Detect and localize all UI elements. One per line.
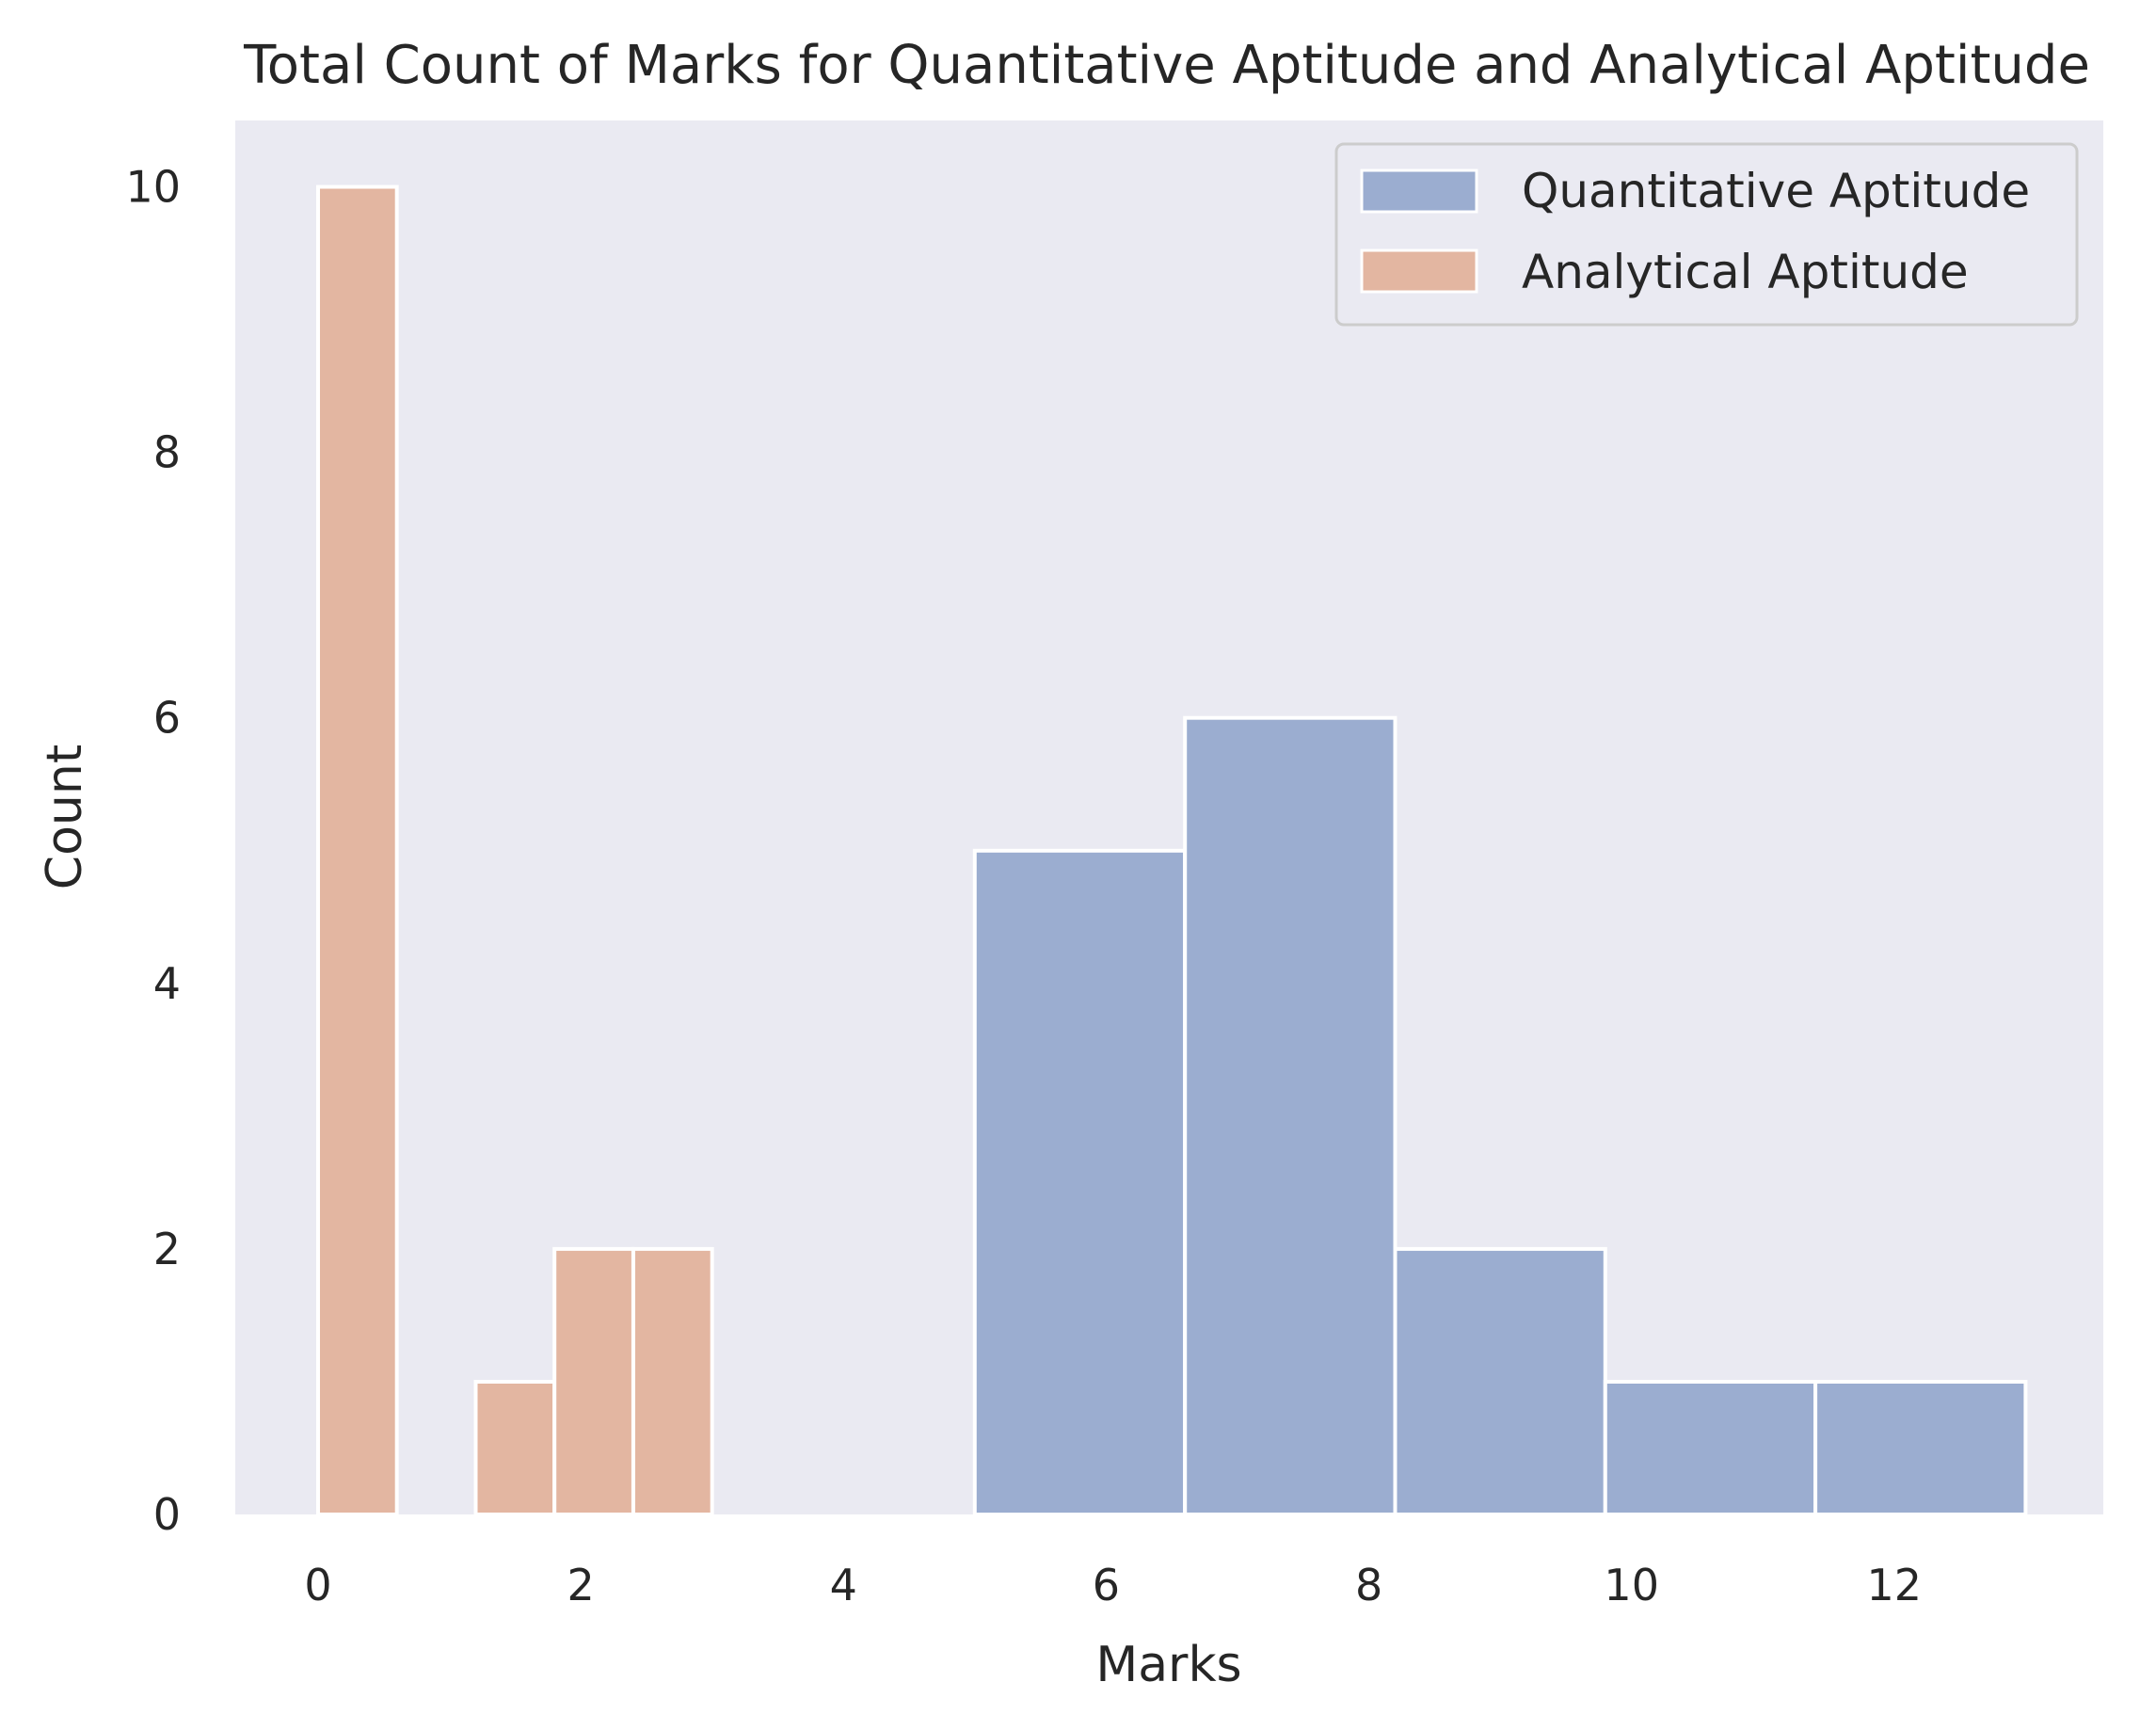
legend: Quantitative Aptitude Analytical Aptitud… [1334, 142, 2079, 327]
x-tick-label: 6 [1093, 1560, 1120, 1610]
y-axis-label: Count [37, 745, 93, 889]
bars-layer [316, 184, 2028, 1517]
bar-quantitative-aptitude-2 [1393, 1246, 1607, 1517]
x-tick-label: 4 [830, 1560, 857, 1610]
bar-analytical-aptitude-2 [552, 1246, 635, 1517]
legend-swatch-quantitative [1360, 168, 1478, 214]
chart-title: Total Count of Marks for Quantitative Ap… [243, 35, 2090, 96]
x-tick-label: 0 [304, 1560, 331, 1610]
x-axis-ticks: 0 2 4 6 8 10 12 [304, 1560, 1922, 1610]
bar-quantitative-aptitude-3 [1603, 1380, 1818, 1516]
x-tick-label: 2 [567, 1560, 594, 1610]
bar-quantitative-aptitude-1 [1183, 715, 1397, 1516]
x-tick-label: 12 [1867, 1560, 1923, 1610]
bar-analytical-aptitude-1 [473, 1380, 557, 1516]
legend-label-quantitative: Quantitative Aptitude [1522, 164, 2030, 218]
y-tick-label: 4 [153, 958, 181, 1009]
legend-swatch-analytical [1360, 248, 1478, 294]
bar-quantitative-aptitude-0 [972, 848, 1188, 1517]
x-tick-label: 10 [1604, 1560, 1659, 1610]
y-tick-label: 6 [153, 693, 181, 744]
y-tick-label: 8 [153, 427, 181, 478]
y-tick-label: 0 [153, 1489, 181, 1540]
y-tick-label: 2 [153, 1224, 181, 1274]
bar-analytical-aptitude-3 [631, 1246, 714, 1517]
x-axis-label: Marks [1095, 1637, 1241, 1693]
bar-quantitative-aptitude-4 [1813, 1380, 2028, 1516]
legend-frame [1334, 142, 2079, 327]
legend-label-analytical: Analytical Aptitude [1522, 245, 1969, 299]
y-axis-ticks: 0 2 4 6 8 10 [125, 162, 181, 1541]
y-tick-label: 10 [125, 162, 181, 213]
x-tick-label: 8 [1355, 1560, 1382, 1610]
bar-analytical-aptitude-0 [316, 184, 399, 1516]
